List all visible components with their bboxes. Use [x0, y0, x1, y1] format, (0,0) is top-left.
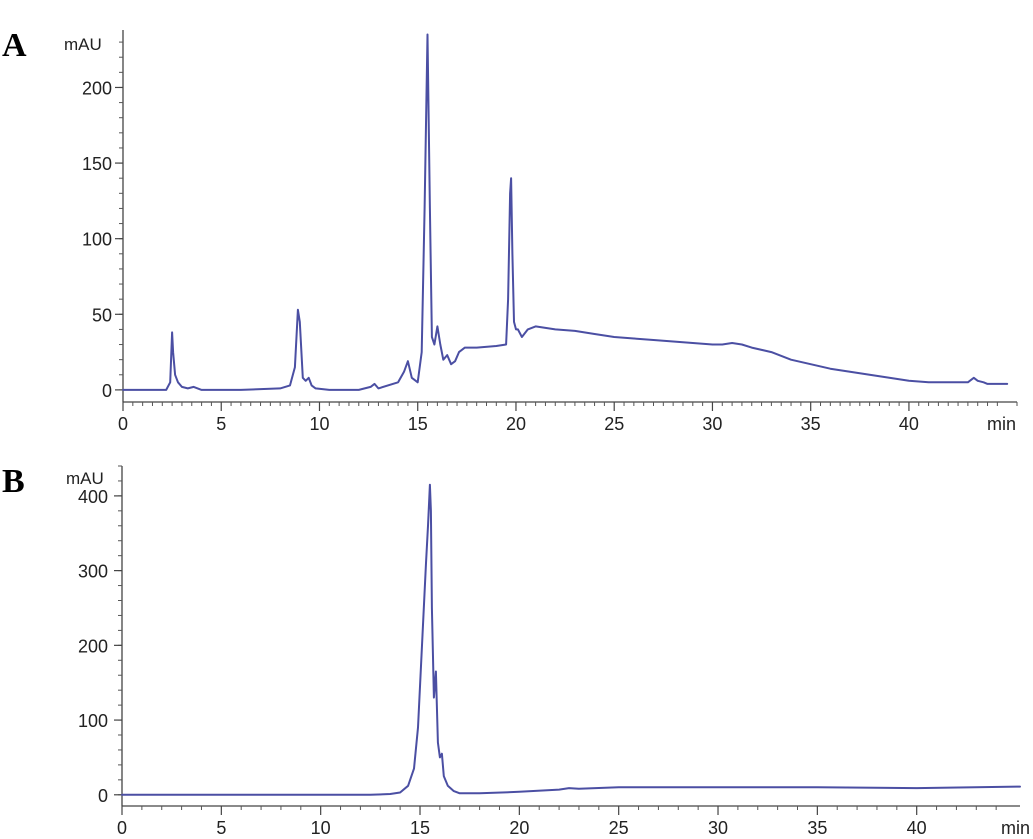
panel-a-x-tick-label: 25	[604, 414, 624, 434]
panel-b-x-tick-label: 10	[311, 818, 331, 838]
panel-a-x-tick-label: 20	[506, 414, 526, 434]
panel-a-x-tick-label: 30	[702, 414, 722, 434]
panel-b-x-tick-label: 40	[907, 818, 927, 838]
panel-a-x-tick-label: 0	[118, 414, 128, 434]
panel-a-x-tick-label: 15	[408, 414, 428, 434]
panel-a-x-tick-label: 40	[899, 414, 919, 434]
panel-b-x-tick-label: 35	[807, 818, 827, 838]
panel-a-x-tick-label: 5	[216, 414, 226, 434]
panel-b-letter: B	[2, 463, 25, 500]
panel-a-x-tick-label: 35	[801, 414, 821, 434]
panel-a-y-tick-label: 100	[82, 230, 112, 250]
panel-b-y-tick-label: 400	[78, 487, 108, 507]
panel-b-y-tick-label: 300	[78, 562, 108, 582]
panel-b-y-tick-label: 200	[78, 636, 108, 656]
panel-a-letter: A	[2, 27, 27, 64]
panel-b-x-tick-label: 0	[117, 818, 127, 838]
panel-a-y-tick-label: 50	[92, 305, 112, 325]
panel-b-x-tick-label: 25	[609, 818, 629, 838]
panel-a-y-tick-label: 0	[102, 381, 112, 401]
panel-a-x-tick-label: 10	[309, 414, 329, 434]
panel-b-y-tick-label: 100	[78, 711, 108, 731]
panel-a-chromatogram-trace	[122, 33, 1009, 391]
panel-a-y-unit: mAU	[64, 35, 102, 54]
panel-b-y-tick-label: 0	[98, 786, 108, 806]
panel-b-x-tick-label: 30	[708, 818, 728, 838]
panel-b-chromatogram-trace	[121, 483, 1021, 796]
panel-b-x-tick-label: 15	[410, 818, 430, 838]
panel-a-x-unit: min	[987, 414, 1016, 434]
panel-a: A mAU min 0 5 10 15 20 25 30 35 40 0 50 100 150 200	[2, 27, 1018, 434]
panel-b-x-unit: min	[1001, 818, 1030, 838]
panel-a-y-tick-label: 150	[82, 154, 112, 174]
panel-b-y-unit: mAU	[66, 469, 104, 488]
panel-a-y-tick-label: 200	[82, 78, 112, 98]
panel-b-x-tick-label: 5	[216, 818, 226, 838]
panel-b-x-tick-label: 20	[509, 818, 529, 838]
